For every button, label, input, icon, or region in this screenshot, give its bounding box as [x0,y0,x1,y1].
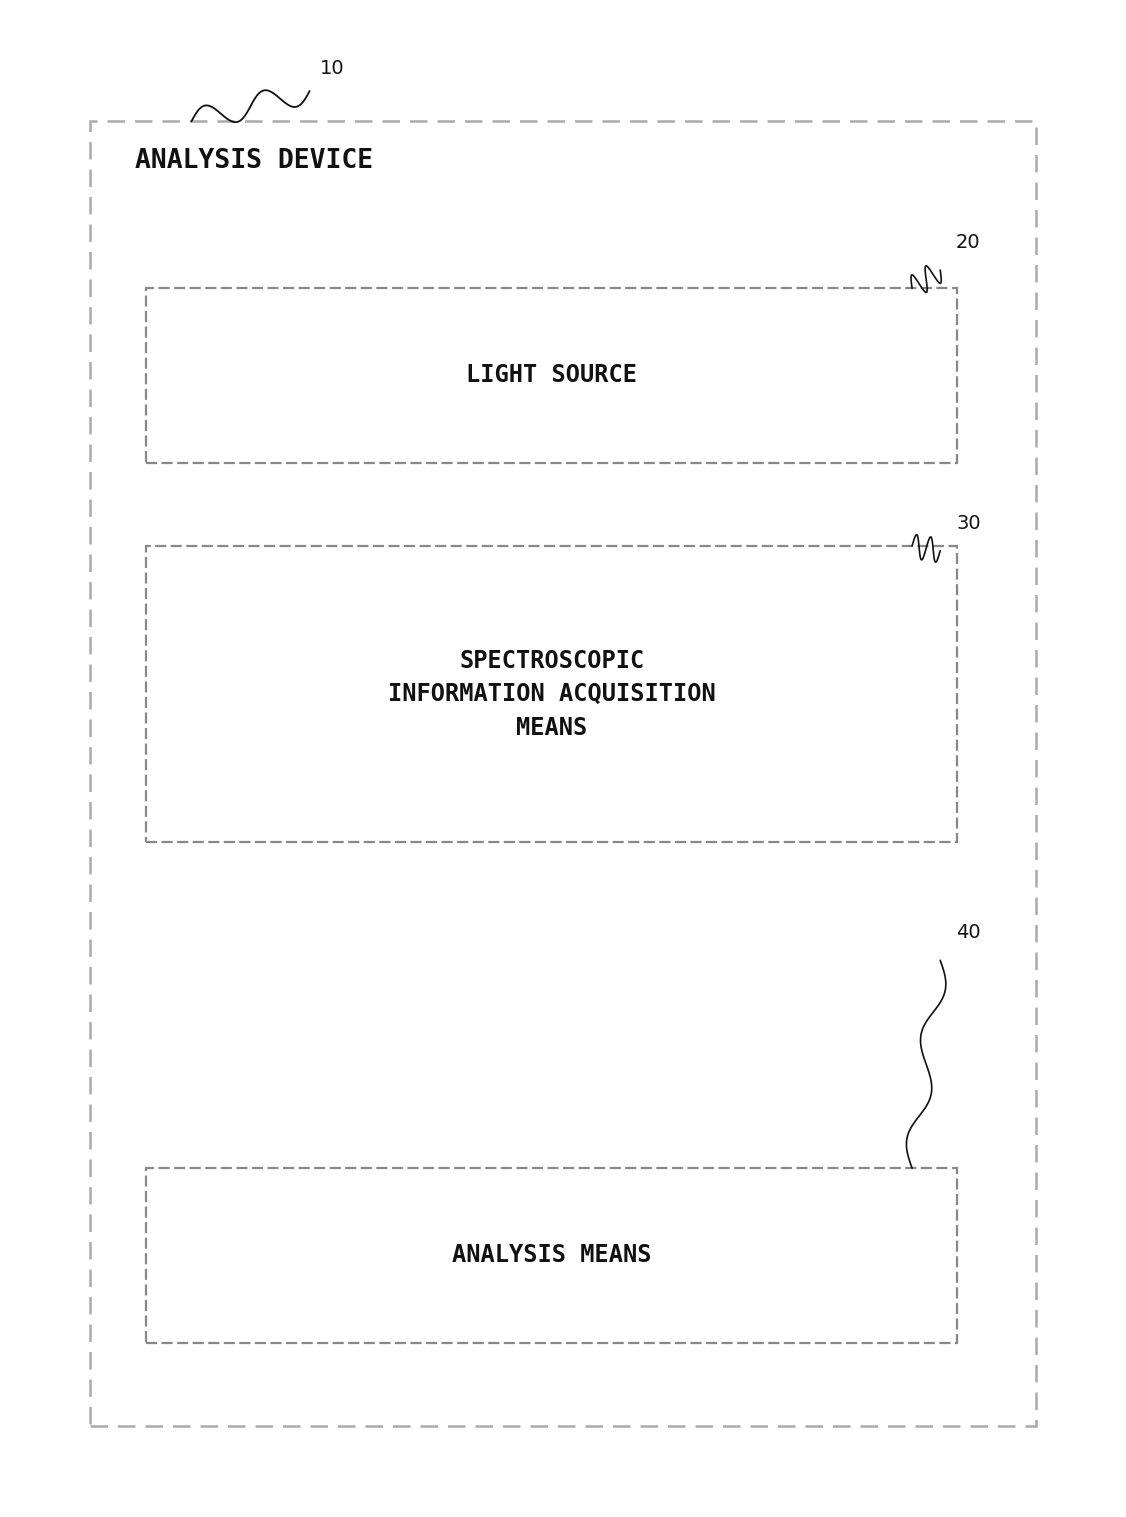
Bar [146,546,957,842]
Text: LIGHT SOURCE: LIGHT SOURCE [466,364,637,387]
Text: ANALYSIS MEANS: ANALYSIS MEANS [452,1244,652,1267]
Text: SPECTROSCOPIC
INFORMATION ACQUISITION
MEANS: SPECTROSCOPIC INFORMATION ACQUISITION ME… [387,649,716,739]
Bar [90,121,1036,1426]
Text: 20: 20 [956,234,981,252]
Text: ANALYSIS DEVICE: ANALYSIS DEVICE [135,149,373,174]
Text: 30: 30 [956,514,981,532]
Text: 40: 40 [956,924,981,942]
Bar [146,288,957,463]
Bar [146,1168,957,1343]
Text: 10: 10 [320,59,345,77]
